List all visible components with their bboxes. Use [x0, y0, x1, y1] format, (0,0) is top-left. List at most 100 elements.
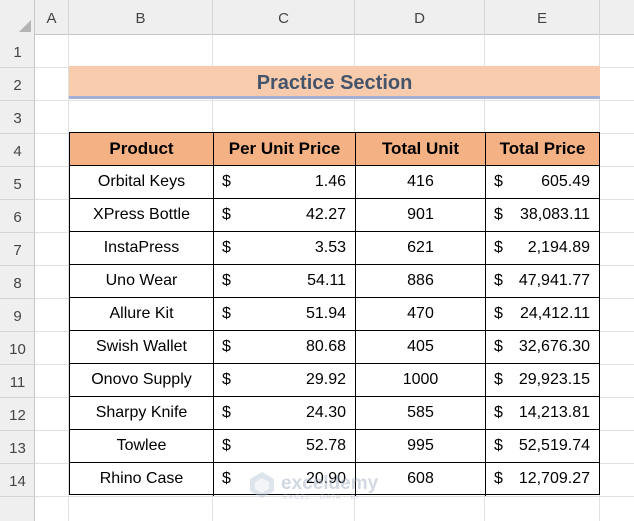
- currency-symbol: $: [494, 371, 503, 388]
- cell-total-unit[interactable]: 621: [356, 232, 486, 265]
- cell-per-unit-price[interactable]: $52.78: [214, 430, 356, 463]
- row-header-3[interactable]: 3: [0, 101, 35, 134]
- exceldemy-logo-icon: [250, 472, 274, 498]
- header-total-unit[interactable]: Total Unit: [356, 133, 486, 166]
- row-header-11[interactable]: 11: [0, 365, 35, 398]
- unit-price-value: 80.68: [305, 338, 346, 355]
- row-header-13[interactable]: 13: [0, 431, 35, 464]
- cell-per-unit-price[interactable]: $24.30: [214, 397, 356, 430]
- watermark-name: exceldemy: [281, 473, 379, 494]
- row-header-4[interactable]: 4: [0, 134, 35, 167]
- cell-per-unit-price[interactable]: $54.11: [214, 265, 356, 298]
- total-price-value: 32,676.30: [518, 338, 590, 355]
- cell-total-price[interactable]: $32,676.30: [486, 331, 599, 364]
- header-per-unit-price[interactable]: Per Unit Price: [214, 133, 356, 166]
- cell-per-unit-price[interactable]: $42.27: [214, 199, 356, 232]
- cell-total-price[interactable]: $29,923.15: [486, 364, 599, 397]
- unit-price-value: 54.11: [307, 272, 346, 289]
- total-price-value: 29,923.15: [518, 371, 590, 388]
- cell-total-price[interactable]: $24,412.11: [486, 298, 599, 331]
- column-header-a[interactable]: A: [35, 0, 69, 35]
- unit-price-value: 24.30: [305, 404, 346, 421]
- row-header-12[interactable]: 12: [0, 398, 35, 431]
- cell-product[interactable]: Rhino Case: [70, 463, 214, 496]
- exceldemy-watermark: exceldemy EXCEL · DATA · BI: [247, 470, 397, 502]
- currency-symbol: $: [494, 239, 503, 256]
- select-all-corner[interactable]: [0, 0, 35, 35]
- cell-total-price[interactable]: $47,941.77: [486, 265, 599, 298]
- column-header-bar: [0, 0, 634, 35]
- cell-total-price[interactable]: $12,709.27: [486, 463, 599, 496]
- total-price-value: 2,194.89: [527, 239, 590, 256]
- cell-total-unit[interactable]: 608: [356, 463, 486, 496]
- cell-product[interactable]: InstaPress: [70, 232, 214, 265]
- currency-symbol: $: [222, 272, 231, 289]
- row-header-10[interactable]: 10: [0, 332, 35, 365]
- currency-symbol: $: [222, 470, 231, 487]
- cell-product[interactable]: XPress Bottle: [70, 199, 214, 232]
- total-price-value: 52,519.74: [518, 437, 590, 454]
- cell-total-price[interactable]: $38,083.11: [486, 199, 599, 232]
- row-header-6[interactable]: 6: [0, 200, 35, 233]
- currency-symbol: $: [494, 305, 503, 322]
- cell-product[interactable]: Towlee: [70, 430, 214, 463]
- total-price-value: 47,941.77: [518, 272, 590, 289]
- cell-product[interactable]: Orbital Keys: [70, 166, 214, 199]
- row-header-1[interactable]: 1: [0, 35, 35, 68]
- row-header-9[interactable]: 9: [0, 299, 35, 332]
- cell-per-unit-price[interactable]: $29.92: [214, 364, 356, 397]
- cell-per-unit-price[interactable]: $20.90: [214, 463, 356, 496]
- cell-total-unit[interactable]: 1000: [356, 364, 486, 397]
- cell-total-unit[interactable]: 901: [356, 199, 486, 232]
- header-total-price[interactable]: Total Price: [486, 133, 599, 166]
- gridline: [35, 100, 634, 101]
- cell-total-unit[interactable]: 995: [356, 430, 486, 463]
- currency-symbol: $: [494, 404, 503, 421]
- cell-total-price[interactable]: $605.49: [486, 166, 599, 199]
- cell-product[interactable]: Swish Wallet: [70, 331, 214, 364]
- column-header-d[interactable]: D: [355, 0, 485, 35]
- cell-total-price[interactable]: $2,194.89: [486, 232, 599, 265]
- cell-product[interactable]: Sharpy Knife: [70, 397, 214, 430]
- cell-per-unit-price[interactable]: $3.53: [214, 232, 356, 265]
- header-product[interactable]: Product: [70, 133, 214, 166]
- practice-section-title[interactable]: Practice Section: [69, 66, 600, 99]
- cell-product[interactable]: Uno Wear: [70, 265, 214, 298]
- currency-symbol: $: [494, 173, 503, 190]
- row-header-8[interactable]: 8: [0, 266, 35, 299]
- gridline: [68, 35, 69, 521]
- unit-price-value: 20.90: [305, 470, 346, 487]
- currency-symbol: $: [222, 305, 231, 322]
- total-price-value: 24,412.11: [520, 305, 590, 322]
- row-header-7[interactable]: 7: [0, 233, 35, 266]
- row-header-bar: [0, 35, 35, 521]
- total-price-value: 14,213.81: [518, 404, 590, 421]
- currency-symbol: $: [222, 239, 231, 256]
- column-header-b[interactable]: B: [69, 0, 213, 35]
- cell-total-unit[interactable]: 470: [356, 298, 486, 331]
- unit-price-value: 52.78: [305, 437, 346, 454]
- currency-symbol: $: [222, 338, 231, 355]
- cell-per-unit-price[interactable]: $80.68: [214, 331, 356, 364]
- cell-per-unit-price[interactable]: $51.94: [214, 298, 356, 331]
- column-header-e[interactable]: E: [485, 0, 600, 35]
- currency-symbol: $: [222, 437, 231, 454]
- unit-price-value: 42.27: [305, 206, 346, 223]
- cell-product[interactable]: Onovo Supply: [70, 364, 214, 397]
- cell-total-price[interactable]: $14,213.81: [486, 397, 599, 430]
- cell-total-unit[interactable]: 405: [356, 331, 486, 364]
- currency-symbol: $: [222, 206, 231, 223]
- currency-symbol: $: [494, 338, 503, 355]
- cell-total-price[interactable]: $52,519.74: [486, 430, 599, 463]
- row-header-5[interactable]: 5: [0, 167, 35, 200]
- column-header-c[interactable]: C: [213, 0, 355, 35]
- cell-total-unit[interactable]: 416: [356, 166, 486, 199]
- cell-total-unit[interactable]: 585: [356, 397, 486, 430]
- cell-product[interactable]: Allure Kit: [70, 298, 214, 331]
- cell-total-unit[interactable]: 886: [356, 265, 486, 298]
- row-header-2[interactable]: 2: [0, 68, 35, 101]
- cell-per-unit-price[interactable]: $1.46: [214, 166, 356, 199]
- unit-price-value: 3.53: [314, 239, 346, 256]
- row-header-14[interactable]: 14: [0, 464, 35, 497]
- unit-price-value: 29.92: [305, 371, 346, 388]
